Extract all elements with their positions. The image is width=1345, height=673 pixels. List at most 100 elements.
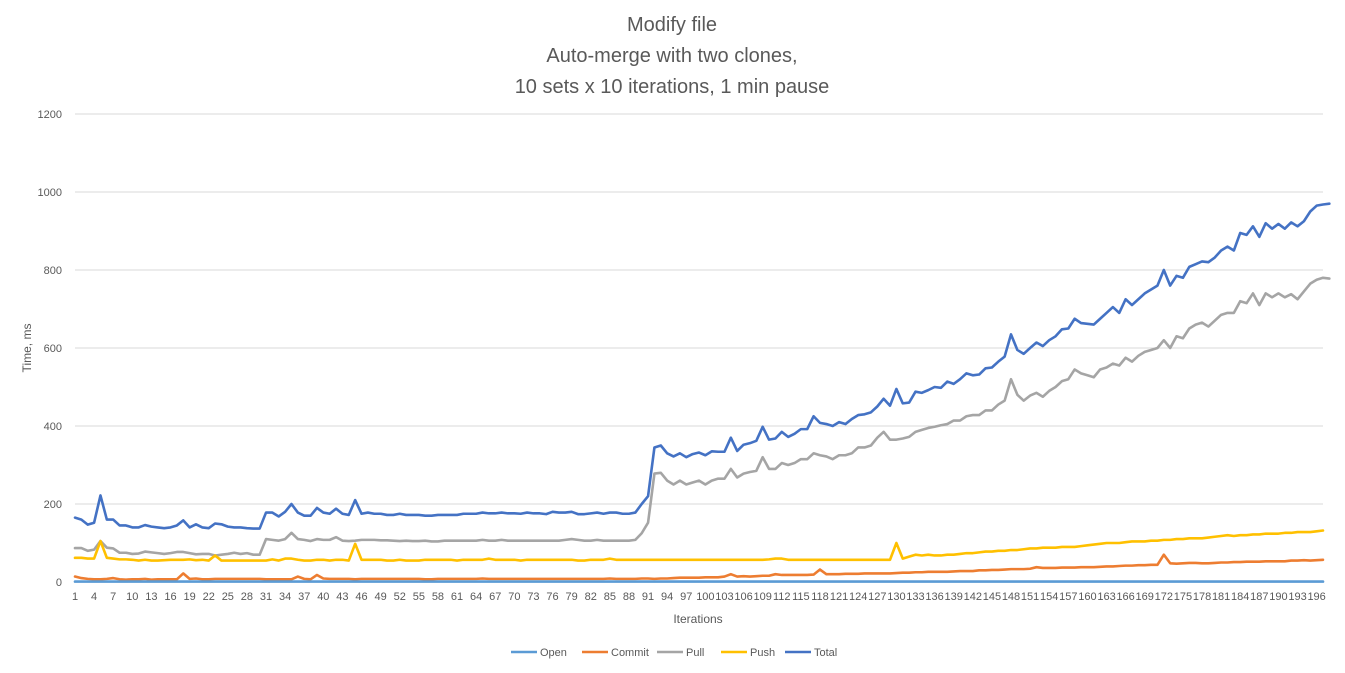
x-tick-label: 115 [792,591,810,603]
x-tick-label: 175 [1174,591,1192,603]
y-axis-title: Time, ms [20,324,34,373]
legend-item-total: Total [785,647,837,659]
x-tick-label: 106 [734,591,752,603]
x-tick-label: 118 [811,591,829,603]
x-tick-label: 40 [317,591,329,603]
x-tick-label: 169 [1136,591,1154,603]
x-tick-label: 136 [925,591,943,603]
x-axis-ticks: 1 4 7 10 13 16 19 22 25 28 31 34 37 40 43 46 49 52 55 58 61 6… [72,591,1326,603]
x-tick-label: 34 [279,591,291,603]
x-tick-label: 7 [110,591,116,603]
x-tick-label: 109 [753,591,771,603]
x-tick-label: 88 [623,591,635,603]
x-tick-label: 130 [887,591,905,603]
x-tick-label: 31 [260,591,272,603]
x-tick-label: 67 [489,591,501,603]
x-tick-label: 160 [1078,591,1096,603]
x-tick-label: 82 [585,591,597,603]
x-tick-label: 91 [642,591,654,603]
x-tick-label: 184 [1231,591,1249,603]
y-axis-ticks: 0 200 400 600 800 1000 1200 [38,109,62,589]
y-tick-label: 1200 [38,109,62,121]
x-axis-title: Iterations [673,612,722,626]
y-tick-label: 600 [44,343,62,355]
x-tick-label: 97 [680,591,692,603]
legend: Open Commit Pull Push Total [511,647,837,659]
x-tick-label: 142 [964,591,982,603]
x-tick-label: 178 [1193,591,1211,603]
legend-item-pull: Pull [657,647,704,659]
x-tick-label: 172 [1155,591,1173,603]
x-tick-label: 46 [355,591,367,603]
x-tick-label: 166 [1116,591,1134,603]
x-tick-label: 13 [145,591,157,603]
x-tick-label: 22 [203,591,215,603]
legend-item-push: Push [721,647,775,659]
x-tick-label: 25 [222,591,234,603]
legend-label: Push [750,647,775,659]
x-tick-label: 127 [868,591,886,603]
x-tick-label: 103 [715,591,733,603]
x-tick-label: 16 [164,591,176,603]
series-line-total [73,202,1331,530]
legend-item-open: Open [511,647,567,659]
chart-title: Modify file Auto-merge with two clones, 10… [515,14,830,98]
x-tick-label: 79 [566,591,578,603]
y-tick-label: 1000 [38,187,62,199]
legend-label: Open [540,647,567,659]
x-tick-label: 190 [1269,591,1287,603]
y-tick-label: 800 [44,265,62,277]
x-tick-label: 193 [1288,591,1306,603]
legend-label: Commit [611,647,649,659]
x-tick-label: 196 [1307,591,1325,603]
y-tick-label: 0 [56,577,62,589]
grid-lines [75,113,1323,583]
x-tick-label: 163 [1097,591,1115,603]
x-tick-label: 151 [1021,591,1039,603]
x-tick-label: 52 [394,591,406,603]
legend-item-commit: Commit [582,647,649,659]
x-tick-label: 28 [241,591,253,603]
x-tick-label: 76 [546,591,558,603]
x-tick-label: 4 [91,591,97,603]
y-tick-label: 200 [44,499,62,511]
x-tick-label: 157 [1059,591,1077,603]
x-tick-label: 187 [1250,591,1268,603]
x-tick-label: 139 [945,591,963,603]
x-tick-label: 70 [508,591,520,603]
x-tick-label: 73 [527,591,539,603]
series-line-pull [73,276,1331,557]
chart-title-line: 10 sets x 10 iterations, 1 min pause [515,76,830,98]
y-tick-label: 400 [44,421,62,433]
x-tick-label: 181 [1212,591,1230,603]
x-tick-label: 10 [126,591,138,603]
x-tick-label: 121 [830,591,848,603]
series-line-commit [73,553,1325,581]
x-tick-label: 94 [661,591,673,603]
series-line-push [73,529,1325,562]
x-tick-label: 55 [413,591,425,603]
x-tick-label: 19 [183,591,195,603]
x-tick-label: 148 [1002,591,1020,603]
legend-label: Total [814,647,837,659]
x-tick-label: 64 [470,591,482,603]
x-tick-label: 85 [604,591,616,603]
x-tick-label: 37 [298,591,310,603]
chart-title-line: Modify file [627,14,717,36]
x-tick-label: 154 [1040,591,1058,603]
legend-label: Pull [686,647,704,659]
x-tick-label: 1 [72,591,78,603]
x-tick-label: 124 [849,591,867,603]
x-tick-label: 133 [906,591,924,603]
x-tick-label: 58 [432,591,444,603]
chart-title-line: Auto-merge with two clones, [546,45,797,67]
series-lines [73,202,1331,583]
x-tick-label: 145 [983,591,1001,603]
x-tick-label: 61 [451,591,463,603]
x-tick-label: 49 [375,591,387,603]
x-tick-label: 43 [336,591,348,603]
x-tick-label: 112 [773,591,791,603]
x-tick-label: 100 [696,591,714,603]
